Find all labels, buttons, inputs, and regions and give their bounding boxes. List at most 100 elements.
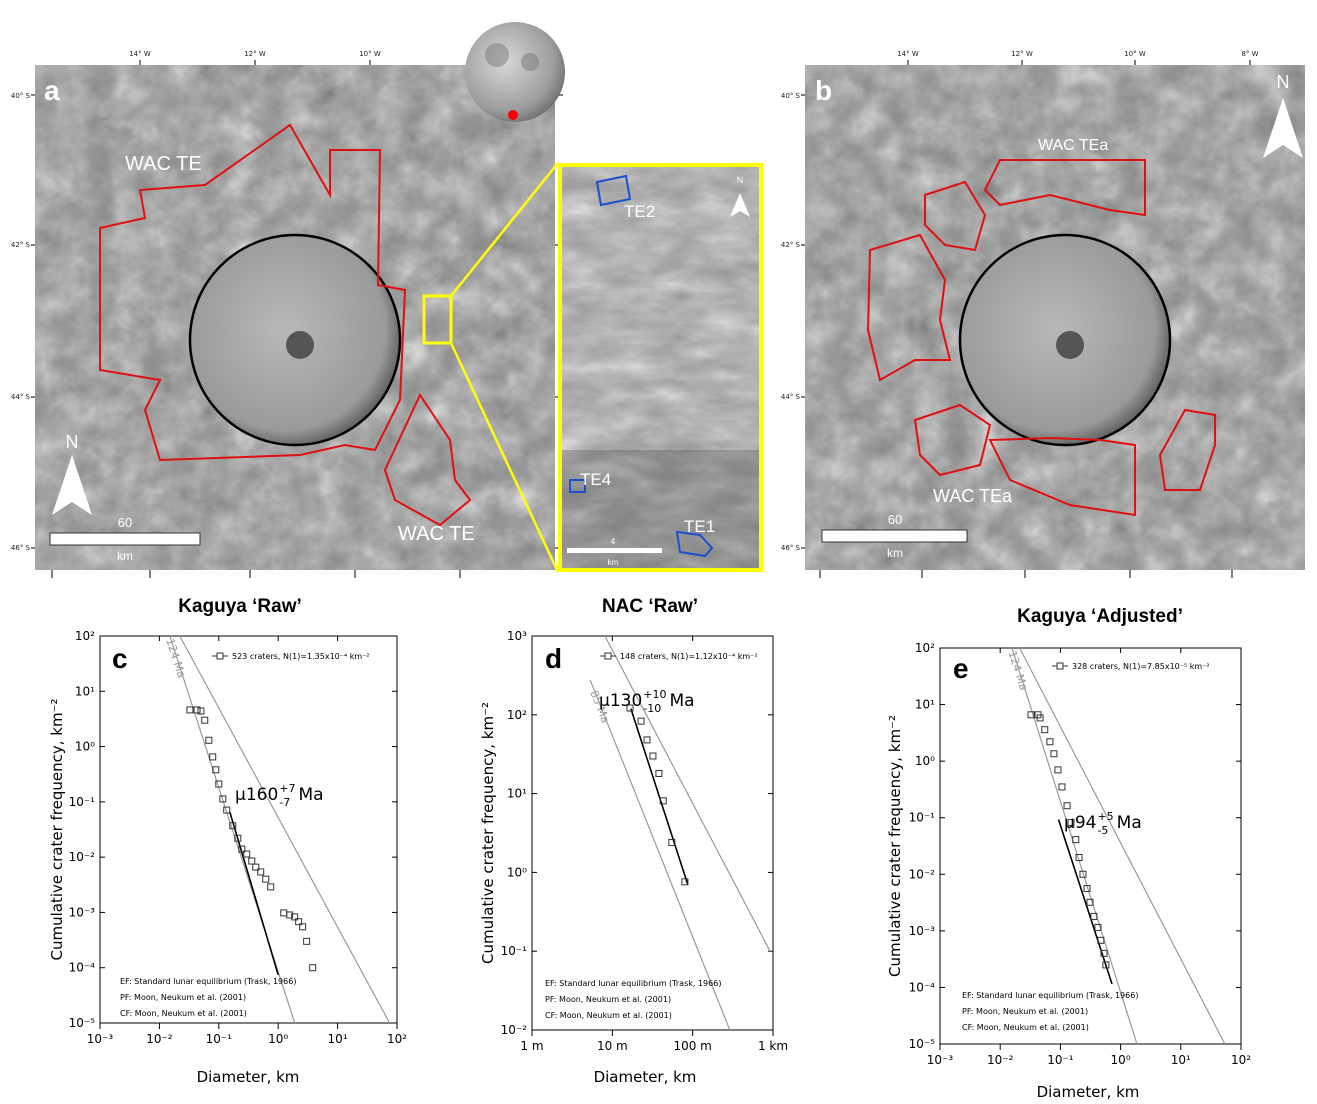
footnote: PF: Moon, Neukum et al. (2001) (545, 995, 671, 1004)
site-label: TE2 (624, 202, 655, 221)
x-axis-label: Diameter, km (1037, 1083, 1140, 1101)
reference-line (1012, 648, 1137, 1044)
x-tick-label: 10⁻² (987, 1053, 1014, 1067)
y-tick-label: 10⁻¹ (501, 944, 528, 958)
lon-label: 10° W (359, 50, 381, 58)
data-point (249, 858, 255, 864)
x-axis-label: Diameter, km (594, 1068, 697, 1086)
data-point (310, 965, 316, 971)
map-b: b WAC TEa WAC TEa N 60 km 14° W 12° W 10… (781, 50, 1305, 578)
legend-marker (217, 653, 223, 659)
inset: TE2 TE4 TE1 N 4 km (560, 165, 761, 570)
age-minus: -7 (279, 796, 290, 809)
region-label: WAC TE (398, 523, 475, 545)
x-tick-label: 10⁰ (268, 1032, 288, 1046)
panel-label: a (44, 75, 60, 106)
y-tick-label: 10³ (507, 629, 527, 643)
x-tick-label: 1 m (520, 1039, 543, 1053)
data-point (650, 753, 656, 759)
y-tick-label: 10⁰ (75, 740, 95, 754)
line-label: 124 Ma (1006, 649, 1031, 692)
moon-mare (521, 53, 539, 71)
reference-line (590, 680, 730, 1030)
lon-label: 14° W (129, 50, 151, 58)
x-tick-label: 10⁻¹ (206, 1032, 233, 1046)
x-tick-label: 10 m (597, 1039, 628, 1053)
chart-title: Kaguya ‘Raw’ (178, 596, 302, 617)
age-unit: Ma (669, 691, 694, 711)
reference-line (1020, 648, 1225, 1044)
y-tick-label: 10⁻³ (909, 924, 936, 938)
legend-marker (1057, 663, 1063, 669)
data-point (1051, 751, 1057, 757)
lat-label: 42° S (11, 241, 31, 249)
data-point (268, 884, 274, 890)
line-label: 124 Ma (163, 637, 188, 680)
lat-label: 42° S (781, 241, 801, 249)
data-point (206, 737, 212, 743)
x-tick-label: 1 km (758, 1039, 788, 1053)
x-tick-label: 10⁻² (146, 1032, 173, 1046)
y-tick-label: 10⁻¹ (69, 795, 96, 809)
age-unit: Ma (1117, 813, 1142, 833)
x-tick-label: 10⁻³ (87, 1032, 114, 1046)
footnote: EF: Standard lunar equilibrium (Trask, 1… (120, 977, 296, 986)
plot-frame (940, 648, 1241, 1044)
y-tick-label: 10¹ (75, 684, 95, 698)
data-point (281, 910, 287, 916)
data-point (1055, 767, 1061, 773)
reference-line (230, 812, 278, 975)
x-axis-label: Diameter, km (197, 1068, 300, 1086)
lon-label: 10° W (1124, 50, 1146, 58)
footnote: PF: Moon, Neukum et al. (2001) (962, 1007, 1088, 1016)
y-tick-label: 10⁰ (915, 754, 935, 768)
y-tick-label: 10² (507, 708, 527, 722)
data-point (210, 754, 216, 760)
chart-title: NAC ‘Raw’ (602, 596, 698, 617)
lat-label: 44° S (11, 393, 31, 401)
lat-label: 40° S (11, 92, 31, 100)
chart: Kaguya ‘Adjusted’eDiameter, kmCumulative… (886, 606, 1251, 1101)
y-tick-label: 10⁻² (69, 850, 96, 864)
data-point (187, 707, 193, 713)
x-tick-label: 10⁻³ (927, 1053, 954, 1067)
y-tick-label: 10⁻⁵ (909, 1037, 936, 1051)
age-plus: +10 (643, 688, 666, 701)
lon-label: 12° W (244, 50, 266, 58)
moon (465, 22, 565, 122)
data-point (638, 718, 644, 724)
lat-label: 44° S (781, 393, 801, 401)
reference-line (180, 636, 390, 1023)
footnote: EF: Standard lunar equilibrium (Trask, 1… (962, 991, 1138, 1000)
data-point (202, 717, 208, 723)
site-label: TE4 (580, 470, 611, 489)
y-tick-label: 10⁻¹ (909, 811, 936, 825)
data-point (304, 938, 310, 944)
y-tick-label: 10² (75, 629, 95, 643)
legend-label: 523 craters, N(1)=1.35x10⁻⁴ km⁻² (232, 652, 370, 661)
x-tick-label: 10⁰ (1111, 1053, 1131, 1067)
scale-bar (50, 533, 200, 545)
footnote: CF: Moon, Neukum et al. (2001) (545, 1011, 672, 1020)
y-tick-label: 10⁻⁵ (69, 1016, 96, 1030)
x-tick-label: 10¹ (1171, 1053, 1191, 1067)
scale-value: 60 (118, 515, 132, 530)
y-axis-label: Cumulative crater frequency, km⁻² (48, 698, 66, 960)
reference-line (1059, 819, 1113, 983)
footnote: EF: Standard lunar equilibrium (Trask, 1… (545, 979, 721, 988)
scale-bar (822, 530, 967, 542)
age-plus: +5 (1097, 810, 1113, 823)
site-label: TE1 (684, 517, 715, 536)
footnote: PF: Moon, Neukum et al. (2001) (120, 993, 246, 1002)
age-value: μ94 (1064, 813, 1096, 833)
x-tick-label: 10⁻¹ (1047, 1053, 1074, 1067)
north-label: N (737, 175, 744, 185)
age-minus: -5 (1097, 824, 1108, 837)
lat-label: 46° S (11, 544, 31, 552)
region-label: WAC TEa (933, 486, 1013, 506)
location-dot (508, 110, 518, 120)
scale-value: 4 (611, 537, 616, 546)
x-tick-label: 100 m (673, 1039, 711, 1053)
scale-value: 60 (888, 512, 902, 527)
